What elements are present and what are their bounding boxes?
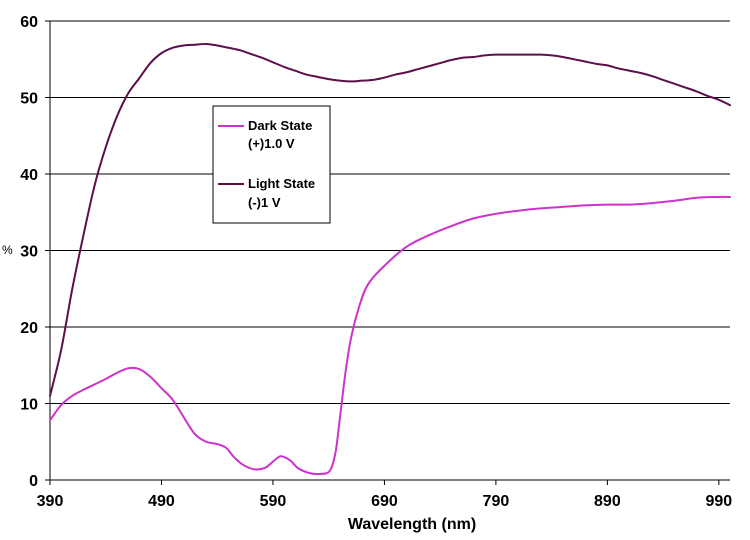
x-tick-label: 990 xyxy=(706,493,733,510)
y-tick-label: 10 xyxy=(20,397,38,414)
y-tick-label: 60 xyxy=(20,14,38,31)
x-tick-label: 590 xyxy=(260,493,287,510)
y-tick-label: 0 xyxy=(29,473,38,490)
legend-item-light-state: Light State (-)1 V xyxy=(218,176,315,210)
x-tick-labels: 390 490 590 690 790 890 990 xyxy=(37,493,733,510)
y-tick-label: 40 xyxy=(20,167,38,184)
x-tick-label: 490 xyxy=(148,493,175,510)
legend-label: (-)1 V xyxy=(248,195,281,210)
y-tick-label: 50 xyxy=(20,91,38,108)
series-dark-state-line xyxy=(49,195,731,476)
x-tick-label: 890 xyxy=(594,493,621,510)
legend-label: Dark State xyxy=(248,118,312,133)
gridlines xyxy=(50,20,730,404)
legend-label: Light State xyxy=(248,176,315,191)
series-lines xyxy=(49,42,731,476)
x-tick-label: 390 xyxy=(37,493,64,510)
y-axis-label: % xyxy=(2,243,13,257)
x-tick-label: 790 xyxy=(483,493,510,510)
legend-label: (+)1.0 V xyxy=(248,136,295,151)
legend-item-dark-state: Dark State (+)1.0 V xyxy=(218,118,312,151)
y-tick-labels: 0 10 20 30 40 50 60 xyxy=(20,14,38,490)
legend-box xyxy=(212,105,331,224)
x-tick-label: 690 xyxy=(371,493,398,510)
legend: Dark State (+)1.0 V Light State (-)1 V xyxy=(212,105,331,224)
series-light-state-line xyxy=(49,42,731,397)
x-axis-title: Wavelength (nm) xyxy=(348,516,476,533)
y-tick-label: 30 xyxy=(20,244,38,261)
y-tick-label: 20 xyxy=(20,320,38,337)
axes xyxy=(45,20,730,485)
